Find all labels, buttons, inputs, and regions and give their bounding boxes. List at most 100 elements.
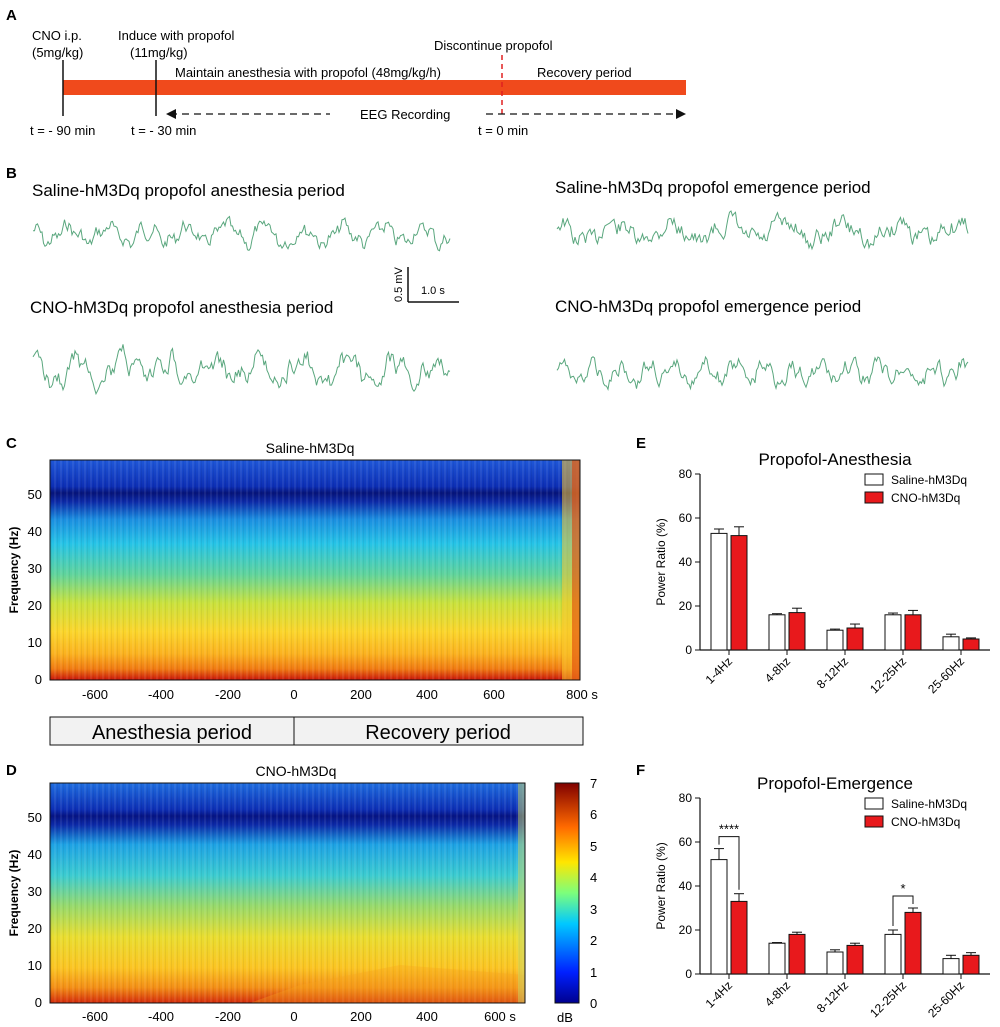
saline-emergence-title: Saline-hM3Dq propofol emergence period	[555, 178, 871, 197]
significance-label: ****	[719, 822, 739, 837]
t-minus-90-label: t = - 90 min	[30, 123, 95, 138]
x-tick-label: 8-12Hz	[814, 654, 851, 691]
spectrogram-c-xtick: -600	[82, 687, 108, 702]
spectrogram-d-xtick: 200	[350, 1009, 372, 1024]
bar	[846, 627, 864, 651]
bar	[846, 944, 864, 975]
spectrogram-d-xtick: -600	[82, 1009, 108, 1024]
bar	[730, 900, 748, 975]
bar	[788, 933, 806, 975]
recovery-period-label: Recovery period	[365, 722, 511, 744]
bar	[826, 951, 844, 975]
spectrogram-d-xtick: -400	[148, 1009, 174, 1024]
legend-label: Saline-hM3Dq	[891, 797, 967, 811]
spectrogram-d-texture	[50, 783, 525, 1003]
spectrogram-d-ytick: 0	[35, 995, 42, 1010]
spectrogram-d-xticks: -600 -400 -200 0 200 400 600 s	[82, 1009, 516, 1024]
x-tick-label: 25-60Hz	[925, 654, 967, 696]
t-zero-label: t = 0 min	[478, 123, 528, 138]
y-tick-label: 0	[685, 967, 692, 981]
cno-anesthesia-eeg-trace	[32, 344, 451, 396]
spectrogram-d-xtick: 600 s	[484, 1009, 516, 1024]
spectrogram-c-ytick: 50	[28, 487, 42, 502]
colorbar-tick: 6	[590, 807, 597, 822]
scale-voltage-label: 0.5 mV	[393, 266, 405, 302]
x-tick-label: 1-4Hz	[703, 654, 736, 687]
legend-swatch	[864, 797, 884, 810]
bar	[730, 535, 748, 651]
x-tick-label: 12-25Hz	[867, 978, 909, 1020]
legend-swatch	[864, 473, 884, 486]
spectrogram-c-ytick: 40	[28, 524, 42, 539]
bar	[768, 614, 786, 651]
spectrogram-c-frame	[49, 459, 581, 681]
bar	[942, 958, 960, 975]
spectrogram-c-xticks: -600 -400 -200 0 200 400 600 800 s	[82, 687, 598, 702]
x-tick-label: 1-4Hz	[703, 978, 736, 1011]
eeg-arrow-left-head	[166, 109, 176, 119]
spectrogram-c-ytick: 30	[28, 561, 42, 576]
x-tick-label: 12-25Hz	[867, 654, 909, 696]
cno-anesthesia-title: CNO-hM3Dq propofol anesthesia period	[30, 298, 333, 317]
bar-chart-f: Propofol-Emergence 0 20 40 60 80 Power Ratio (…	[654, 774, 990, 1020]
legend-swatch	[864, 815, 884, 828]
significance-bracket	[892, 895, 914, 926]
induce-label-line1: Induce with propofol	[118, 28, 234, 43]
colorbar-tick: 1	[590, 965, 597, 980]
spectrogram-d-ytick: 50	[28, 810, 42, 825]
x-tick-label: 25-60Hz	[925, 978, 967, 1020]
spectrogram-d-recovery-band	[250, 965, 525, 1003]
bar	[962, 954, 980, 975]
bar	[710, 532, 728, 651]
spectrogram-c-xtick: 0	[290, 687, 297, 702]
spectrogram-d-xtick: -200	[215, 1009, 241, 1024]
legend-label: Saline-hM3Dq	[891, 473, 967, 487]
cno-label-line2: (5mg/kg)	[32, 45, 83, 60]
x-tick-label: 4-8hz	[762, 978, 793, 1009]
spectrogram-d-xtick: 400	[416, 1009, 438, 1024]
spectrogram-c-xtick: 800 s	[566, 687, 598, 702]
maintain-label: Maintain anesthesia with propofol (48mg/…	[175, 65, 441, 80]
spectrogram-d-ytick: 20	[28, 921, 42, 936]
spectrogram-c-xtick: -400	[148, 687, 174, 702]
y-tick-label: 60	[679, 511, 693, 525]
spectrogram-d-yticks: 0 10 20 30 40 50	[28, 810, 42, 1010]
scale-time-label: 1.0 s	[421, 285, 445, 297]
bar	[710, 859, 728, 975]
saline-emergence-eeg-trace	[556, 210, 969, 251]
cno-emergence-title: CNO-hM3Dq propofol emergence period	[555, 297, 861, 316]
saline-anesthesia-title: Saline-hM3Dq propofol anesthesia period	[32, 181, 345, 200]
colorbar-unit: dB	[557, 1010, 573, 1025]
panel-b: B Saline-hM3Dq propofol anesthesia perio…	[6, 165, 969, 396]
bar	[962, 638, 980, 651]
discontinue-label: Discontinue propofol	[434, 38, 553, 53]
legend-swatch	[864, 491, 884, 504]
spectrogram-d-title: CNO-hM3Dq	[256, 763, 337, 779]
legend-label: CNO-hM3Dq	[891, 815, 960, 829]
bar	[904, 614, 922, 651]
bar-chart-e: Propofol-Anesthesia 0 20 40 60 80 Power Ratio …	[654, 450, 990, 696]
colorbar-tick: 2	[590, 933, 597, 948]
panel-label-c: C	[6, 435, 17, 452]
y-axis-label: Power Ratio (%)	[654, 842, 668, 929]
induce-label-line2: (11mg/kg)	[130, 45, 188, 60]
spectrogram-c-emergence-edge-hot	[572, 460, 580, 680]
eeg-arrow-right-head	[676, 109, 686, 119]
spectrogram-c-ytick: 20	[28, 598, 42, 613]
y-tick-label: 60	[679, 835, 693, 849]
colorbar-tick: 7	[590, 776, 597, 791]
panel-label-e: E	[636, 435, 646, 452]
colorbar-tick: 5	[590, 839, 597, 854]
y-tick-label: 40	[679, 555, 693, 569]
panel-label-a: A	[6, 7, 17, 24]
bar	[942, 636, 960, 651]
panel-label-f: F	[636, 762, 645, 779]
spectrogram-c-ytick: 10	[28, 635, 42, 650]
chart-title: Propofol-Emergence	[757, 774, 913, 793]
significance-bracket	[718, 836, 740, 890]
bar	[768, 942, 786, 975]
spectrogram-d-frame	[49, 782, 526, 1004]
period-bar: Anesthesia period Recovery period	[49, 716, 584, 746]
spectrogram-c-ylabel: Frequency (Hz)	[7, 527, 21, 614]
y-tick-label: 80	[679, 791, 693, 805]
